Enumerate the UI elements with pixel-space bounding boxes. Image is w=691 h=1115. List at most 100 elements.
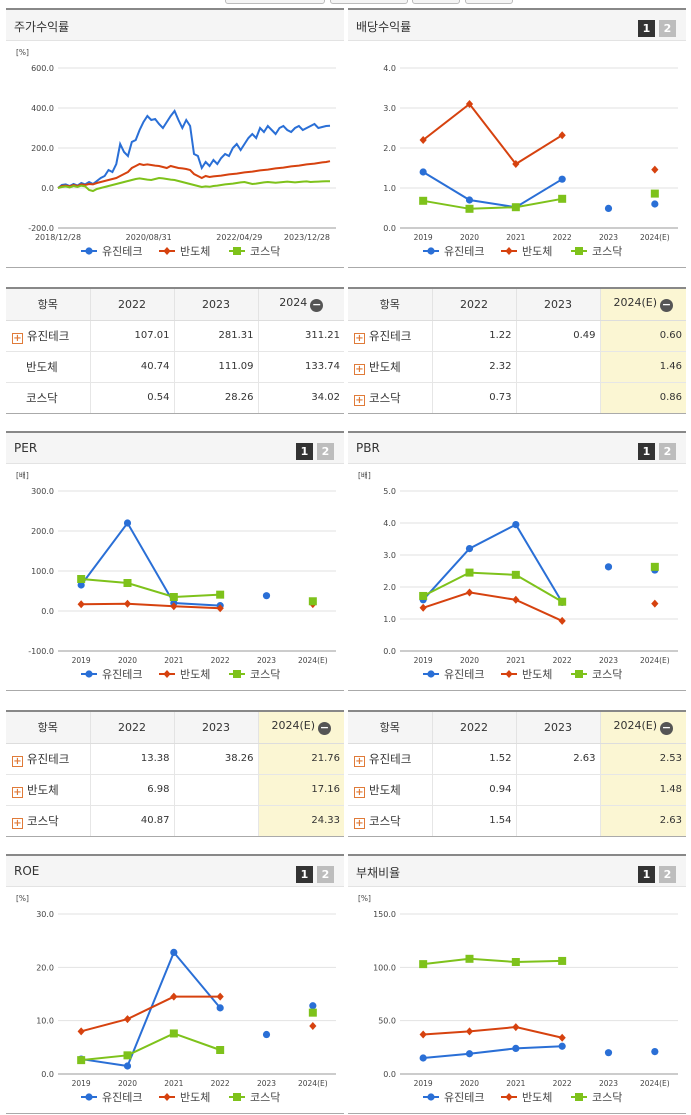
x-tick-label: 2019	[414, 1079, 433, 1088]
data-point	[169, 1029, 178, 1038]
pager-page-2-button[interactable]: 2	[317, 443, 334, 460]
column-header-label: 항목	[37, 721, 58, 735]
data-point	[170, 602, 178, 611]
data-point	[465, 100, 474, 108]
table-row: + 코스닥 0.73 0.86	[348, 382, 686, 413]
legend: 유진테크 반도체 코스닥	[81, 1091, 280, 1104]
data-point	[465, 196, 474, 204]
row-name-cell: + 유진테크	[6, 320, 91, 352]
expand-row-icon[interactable]: +	[354, 394, 365, 406]
expand-row-icon[interactable]: +	[12, 332, 23, 344]
value-cell	[174, 774, 259, 806]
toolbar-tab[interactable]	[330, 0, 408, 4]
expand-row-icon[interactable]: +	[354, 786, 365, 798]
panel-header: 배당수익률 1 2	[348, 10, 686, 41]
row-name-label: 반도체	[26, 359, 58, 374]
data-point	[419, 960, 428, 969]
pager-page-2-button[interactable]: 2	[659, 866, 676, 883]
value-cell: 0.60	[600, 320, 686, 352]
value-cell	[516, 351, 601, 383]
value-cell: 40.74	[90, 351, 175, 383]
x-tick-label: 2024(E)	[640, 1079, 670, 1088]
expand-row-icon[interactable]: +	[354, 755, 365, 767]
pager-page-2-button[interactable]: 2	[317, 866, 334, 883]
series-3	[57, 176, 330, 193]
collapse-icon[interactable]: −	[660, 298, 674, 313]
value-cell: 281.31	[174, 320, 259, 352]
legend: 유진테크 반도체 코스닥	[423, 1091, 622, 1104]
table-row: + 유진테크 13.38 38.26 21.76	[6, 743, 344, 775]
expand-row-icon[interactable]: +	[12, 817, 23, 829]
series-line	[422, 571, 563, 603]
expand-row-icon[interactable]: +	[354, 817, 365, 829]
pager-page-2-button[interactable]: 2	[659, 443, 676, 460]
column-header: 2023	[516, 289, 601, 321]
y-tick-label: 0.0	[41, 607, 54, 616]
series-1	[419, 521, 659, 606]
data-point	[650, 562, 659, 571]
legend-label: 유진테크	[102, 1091, 142, 1104]
expand-row-icon[interactable]: +	[354, 332, 365, 344]
value-cell: 2.63	[600, 805, 686, 836]
data-point	[309, 1002, 317, 1010]
panel-header: 부채비율 1 2	[348, 856, 686, 887]
column-header: 2024−	[258, 289, 344, 321]
x-tick-label: 2023	[257, 1079, 276, 1088]
series-3	[419, 954, 567, 969]
table-dividend-yield: 항목 2022 2023 2024(E) − + 유진테크 1.22 0.49 0.60 + 반도체 2…	[348, 287, 686, 414]
column-header-label: 2023	[202, 297, 230, 311]
column-header: 2022	[90, 289, 175, 321]
row-name-label: 유진테크	[369, 328, 412, 343]
legend-label: 코스닥	[592, 245, 622, 258]
y-axis-unit: [배]	[16, 471, 29, 480]
y-tick-label: 1.0	[383, 615, 396, 624]
data-point	[604, 1049, 613, 1057]
collapse-icon[interactable]: −	[660, 721, 674, 736]
column-header: 2022	[432, 712, 517, 744]
y-tick-label: 600.0	[31, 64, 54, 73]
pager-page-2-button[interactable]: 2	[659, 20, 676, 37]
y-tick-label: 200.0	[31, 527, 54, 536]
legend: 유진테크 반도체 코스닥	[81, 668, 280, 681]
toolbar-tab[interactable]	[225, 0, 325, 4]
value-cell: 21.76	[258, 743, 344, 775]
table-header-row: 항목 2022 2023 2024−	[6, 289, 344, 321]
pager-page-1-button[interactable]: 1	[296, 443, 313, 460]
pager-page-1-button[interactable]: 1	[638, 443, 655, 460]
pager-page-1-button[interactable]: 1	[638, 866, 655, 883]
series-line	[423, 1026, 563, 1039]
expand-row-icon[interactable]: +	[354, 363, 365, 375]
legend-label: 반도체	[180, 668, 210, 681]
chart-panel-stock-return: 주가수익률 [%] 600.0 400.0 200.0 0.0 -200.0 2018/12/…	[6, 8, 344, 268]
data-point	[651, 200, 659, 208]
pager-page-1-button[interactable]: 1	[296, 866, 313, 883]
row-name-label: 유진테크	[27, 328, 70, 343]
toolbar-tab[interactable]	[465, 0, 513, 4]
data-point	[170, 948, 178, 956]
data-point	[123, 579, 132, 587]
y-tick-label: 2.0	[383, 583, 396, 592]
row-name-cell: 반도체	[6, 351, 91, 383]
value-cell: 28.26	[174, 382, 259, 413]
series-line	[422, 171, 563, 209]
x-tick-label: 2018/12/28	[35, 233, 81, 242]
expand-row-icon[interactable]: +	[12, 755, 23, 767]
y-axis-unit: [배]	[358, 471, 371, 480]
table-row: + 반도체 6.98 17.16	[6, 774, 344, 806]
collapse-icon[interactable]: −	[318, 721, 332, 736]
toolbar-tab[interactable]	[412, 0, 460, 4]
series-3	[77, 575, 317, 606]
collapse-icon[interactable]: −	[310, 298, 324, 313]
value-cell: 1.54	[432, 805, 517, 836]
y-tick-label: 50.0	[378, 1017, 396, 1026]
x-tick-label: 2024(E)	[640, 233, 670, 242]
row-name-cell: + 반도체	[6, 774, 91, 806]
expand-row-icon[interactable]: +	[12, 786, 23, 798]
value-cell: 0.94	[432, 774, 517, 806]
y-tick-label: 100.0	[373, 963, 396, 972]
pager-page-1-button[interactable]: 1	[638, 20, 655, 37]
data-point	[77, 600, 85, 609]
row-name-label: 코스닥	[26, 390, 58, 405]
